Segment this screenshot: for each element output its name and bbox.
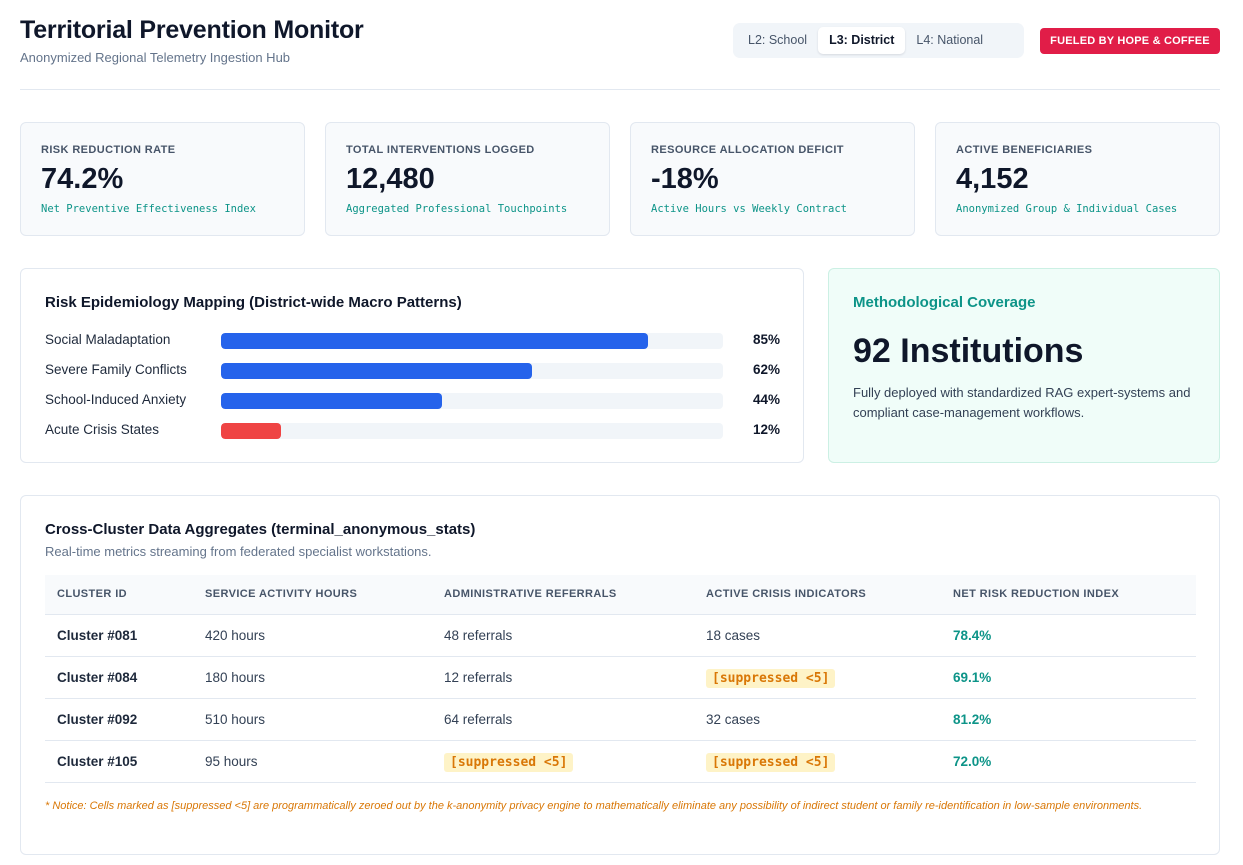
kpi-caption: Anonymized Group & Individual Cases: [956, 203, 1178, 215]
risk-reduction-index: 69.1%: [953, 670, 992, 685]
kpi-label: RESOURCE ALLOCATION DEFICIT: [651, 144, 844, 156]
risk-value: 12%: [752, 422, 780, 437]
column-header: NET RISK REDUCTION INDEX: [953, 588, 1120, 600]
suppressed-badge: [suppressed <5]: [444, 753, 574, 772]
crisis-indicators: [suppressed <5]: [706, 753, 836, 772]
table-header: CLUSTER ID SERVICE ACTIVITY HOURS ADMINI…: [45, 575, 1196, 615]
kpi-caption: Aggregated Professional Touchpoints: [346, 203, 568, 215]
kpi-value: 74.2%: [41, 163, 124, 195]
service-hours: 180 hours: [205, 670, 266, 685]
risk-label: Social Maladaptation: [45, 332, 171, 347]
tab-l4-national[interactable]: L4: National: [916, 33, 984, 47]
risk-bar-fill: [221, 423, 282, 439]
cluster-table: CLUSTER ID SERVICE ACTIVITY HOURS ADMINI…: [45, 575, 1196, 783]
cluster-id: Cluster #105: [57, 754, 138, 769]
risk-row: School-Induced Anxiety 44%: [45, 391, 780, 411]
referrals: [suppressed <5]: [444, 753, 574, 772]
risk-bar-track: [221, 393, 723, 409]
risk-reduction-index: 81.2%: [953, 712, 992, 727]
suppressed-badge: [suppressed <5]: [706, 753, 836, 772]
risk-reduction-index: 78.4%: [953, 628, 992, 643]
method-title: Methodological Coverage: [853, 294, 1036, 311]
table-subtitle: Real-time metrics streaming from federat…: [45, 544, 432, 559]
suppressed-badge: [suppressed <5]: [706, 669, 836, 688]
risk-bar-track: [221, 423, 723, 439]
page-header: Territorial Prevention Monitor Anonymize…: [20, 14, 1220, 90]
risk-value: 85%: [752, 332, 780, 347]
service-hours: 95 hours: [205, 754, 258, 769]
level-switch: L2: School L3: District L4: National: [733, 23, 1024, 58]
risk-bar-fill: [221, 393, 442, 409]
risk-bar-fill: [221, 363, 533, 379]
risk-mapping-panel: Risk Epidemiology Mapping (District-wide…: [20, 268, 804, 463]
risk-panel-title: Risk Epidemiology Mapping (District-wide…: [45, 294, 462, 311]
risk-value: 44%: [752, 392, 780, 407]
cluster-id: Cluster #081: [57, 628, 138, 643]
service-hours: 420 hours: [205, 628, 266, 643]
status-badge: FUELED BY HOPE & COFFEE: [1040, 28, 1220, 54]
cluster-aggregates-panel: Cross-Cluster Data Aggregates (terminal_…: [20, 495, 1220, 855]
referrals: 48 referrals: [444, 628, 513, 643]
risk-label: Severe Family Conflicts: [45, 362, 187, 377]
table-row: Cluster #092 510 hours 64 referrals 32 c…: [45, 699, 1196, 741]
kpi-card-total-interventions: TOTAL INTERVENTIONS LOGGED 12,480 Aggreg…: [325, 122, 610, 236]
kpi-caption: Active Hours vs Weekly Contract: [651, 203, 847, 215]
method-description: Fully deployed with standardized RAG exp…: [853, 385, 1191, 420]
risk-bar-track: [221, 363, 723, 379]
table-row: Cluster #081 420 hours 48 referrals 18 c…: [45, 615, 1196, 657]
column-header: ACTIVE CRISIS INDICATORS: [706, 588, 867, 600]
kpi-value: 12,480: [346, 163, 435, 195]
kpi-card-active-beneficiaries: ACTIVE BENEFICIARIES 4,152 Anonymized Gr…: [935, 122, 1220, 236]
referrals: 12 referrals: [444, 670, 513, 685]
kpi-label: RISK REDUCTION RATE: [41, 144, 176, 156]
crisis-indicators: 32 cases: [706, 712, 761, 727]
kpi-card-risk-reduction: RISK REDUCTION RATE 74.2% Net Preventive…: [20, 122, 305, 236]
kpi-value: -18%: [651, 163, 719, 195]
column-header: ADMINISTRATIVE REFERRALS: [444, 588, 617, 600]
table-row: Cluster #105 95 hours [suppressed <5] [s…: [45, 741, 1196, 783]
kpi-card-resource-deficit: RESOURCE ALLOCATION DEFICIT -18% Active …: [630, 122, 915, 236]
table-row: Cluster #084 180 hours 12 referrals [sup…: [45, 657, 1196, 699]
risk-label: School-Induced Anxiety: [45, 392, 187, 407]
referrals: 64 referrals: [444, 712, 513, 727]
risk-row: Social Maladaptation 85%: [45, 331, 780, 351]
crisis-indicators: 18 cases: [706, 628, 761, 643]
risk-bar-track: [221, 333, 723, 349]
kpi-label: TOTAL INTERVENTIONS LOGGED: [346, 144, 535, 156]
tab-l3-district[interactable]: L3: District: [818, 27, 906, 54]
method-value: 92 Institutions: [853, 332, 1084, 370]
cluster-id: Cluster #084: [57, 670, 138, 685]
privacy-notice: * Notice: Cells marked as [suppressed <5…: [45, 800, 1143, 812]
kpi-value: 4,152: [956, 163, 1029, 195]
service-hours: 510 hours: [205, 712, 266, 727]
column-header: CLUSTER ID: [57, 588, 127, 600]
methodological-coverage-panel: Methodological Coverage 92 Institutions …: [828, 268, 1220, 463]
page-subtitle: Anonymized Regional Telemetry Ingestion …: [20, 50, 291, 65]
table-title: Cross-Cluster Data Aggregates (terminal_…: [45, 521, 476, 538]
risk-value: 62%: [752, 362, 780, 377]
risk-label: Acute Crisis States: [45, 422, 160, 437]
risk-reduction-index: 72.0%: [953, 754, 992, 769]
column-header: SERVICE ACTIVITY HOURS: [205, 588, 358, 600]
kpi-caption: Net Preventive Effectiveness Index: [41, 203, 256, 215]
risk-row: Acute Crisis States 12%: [45, 421, 780, 441]
risk-row: Severe Family Conflicts 62%: [45, 361, 780, 381]
tab-l2-school[interactable]: L2: School: [748, 33, 808, 47]
page-title: Territorial Prevention Monitor: [20, 16, 364, 44]
risk-bar-fill: [221, 333, 648, 349]
kpi-label: ACTIVE BENEFICIARIES: [956, 144, 1093, 156]
crisis-indicators: [suppressed <5]: [706, 669, 836, 688]
cluster-id: Cluster #092: [57, 712, 138, 727]
